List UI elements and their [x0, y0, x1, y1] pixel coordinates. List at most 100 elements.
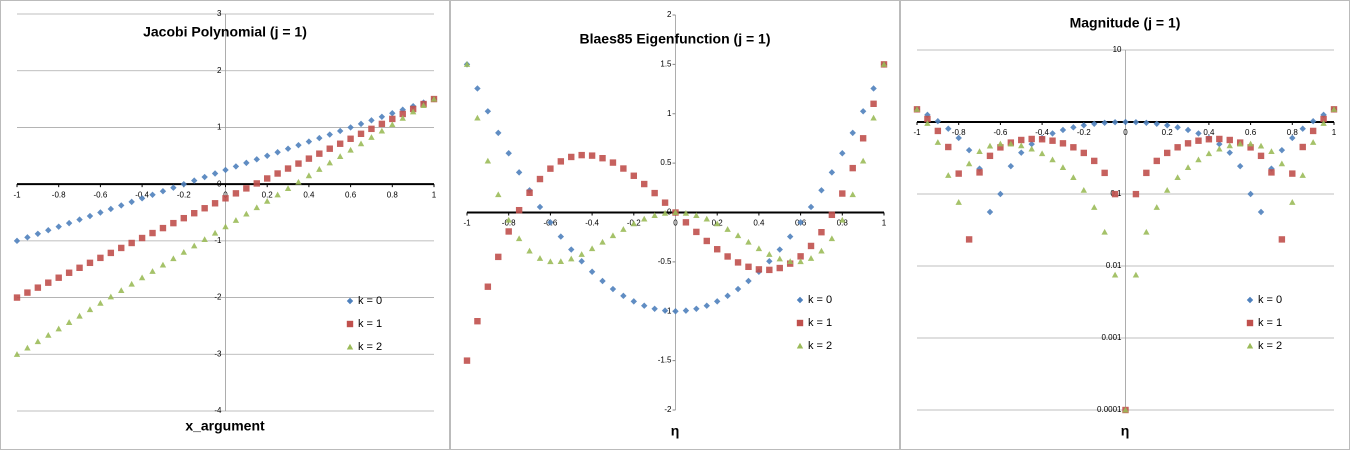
data-point [672, 209, 679, 216]
data-point [474, 85, 481, 92]
data-point [859, 135, 867, 142]
data-point [997, 190, 1004, 198]
data-point [745, 238, 752, 245]
data-point [347, 146, 354, 153]
data-point [1049, 137, 1056, 144]
data-point [1111, 118, 1119, 126]
data-point [97, 209, 104, 216]
data-point [786, 233, 794, 240]
data-point [630, 298, 637, 305]
data-point [609, 285, 617, 293]
data-point [1257, 142, 1265, 149]
data-point [76, 216, 83, 223]
data-point [1226, 136, 1233, 144]
x-tick-label: -0.2 [1077, 128, 1091, 137]
data-point [495, 191, 502, 198]
legend-marker [346, 343, 354, 350]
data-point [316, 166, 323, 172]
data-point [849, 164, 856, 172]
y-tick-label: 1 [667, 109, 672, 118]
x-tick-label: 0 [223, 190, 228, 199]
data-point [159, 261, 167, 268]
data-point [1205, 136, 1213, 143]
data-point [253, 204, 260, 211]
data-point [724, 226, 731, 232]
x-tick-label: -1 [913, 128, 921, 137]
data-point [1164, 187, 1171, 193]
data-point [828, 235, 836, 242]
data-point [1070, 124, 1077, 131]
data-point [776, 264, 783, 272]
data-point [1226, 149, 1233, 156]
y-tick-label: 10 [1113, 45, 1122, 54]
data-point [107, 205, 115, 213]
data-point [818, 187, 825, 194]
data-point [1164, 149, 1171, 157]
data-point [1038, 150, 1046, 157]
x-tick-label: 0.6 [1245, 128, 1257, 137]
data-point [1080, 187, 1087, 193]
data-point [13, 351, 21, 357]
data-point [55, 325, 62, 332]
data-point [1018, 149, 1025, 156]
data-point [118, 202, 125, 209]
data-point [378, 127, 386, 134]
x-tick-label: -0.8 [502, 219, 516, 228]
data-point [1309, 139, 1317, 145]
data-point [138, 274, 146, 281]
data-point [526, 247, 533, 254]
data-point [65, 219, 73, 227]
x-tick-label: -0.2 [177, 190, 191, 199]
data-point [1111, 190, 1119, 198]
data-point [1143, 119, 1150, 126]
data-point [222, 166, 229, 174]
data-point [1111, 271, 1119, 278]
data-point [515, 206, 523, 214]
data-point [430, 95, 438, 102]
data-point [336, 153, 344, 160]
data-point [766, 258, 773, 265]
x-tick-label: 0 [673, 219, 678, 228]
data-point [807, 203, 815, 211]
data-point [672, 308, 679, 315]
data-point [1320, 115, 1327, 123]
data-point [76, 312, 83, 319]
data-point [389, 121, 396, 128]
legend-marker [796, 319, 804, 327]
data-point [797, 253, 804, 260]
x-tick-label: -0.4 [1035, 128, 1049, 137]
data-point [703, 302, 710, 309]
x-tick-label: 0.2 [1162, 128, 1174, 137]
x-tick-label: -0.4 [135, 190, 149, 199]
y-tick-label: 2 [217, 66, 222, 75]
data-point [557, 158, 565, 165]
x-tick-label: 0.4 [1203, 128, 1215, 137]
legend-label: k = 1 [358, 318, 382, 330]
data-point [661, 210, 669, 216]
data-point [1184, 164, 1192, 171]
data-point [399, 115, 406, 121]
chart-title: Blaes85 Eigenfunction (j = 1) [580, 31, 771, 47]
data-point [65, 319, 73, 325]
data-point [965, 160, 973, 167]
data-point [997, 144, 1004, 151]
data-point [1320, 120, 1327, 126]
data-point [149, 191, 156, 198]
data-point [118, 244, 125, 252]
data-point [24, 289, 31, 296]
data-point [378, 120, 386, 128]
data-point [128, 239, 135, 247]
data-point [1059, 164, 1067, 171]
data-point [976, 148, 983, 155]
data-point [828, 169, 836, 176]
data-point [1289, 134, 1296, 142]
data-point [776, 255, 783, 262]
data-point [703, 215, 710, 222]
data-point [1268, 148, 1275, 155]
data-point [1257, 152, 1265, 160]
data-point [766, 251, 773, 257]
data-point [1184, 140, 1192, 147]
data-point [620, 165, 627, 172]
data-point [1143, 169, 1150, 177]
legend-marker [1246, 296, 1254, 304]
